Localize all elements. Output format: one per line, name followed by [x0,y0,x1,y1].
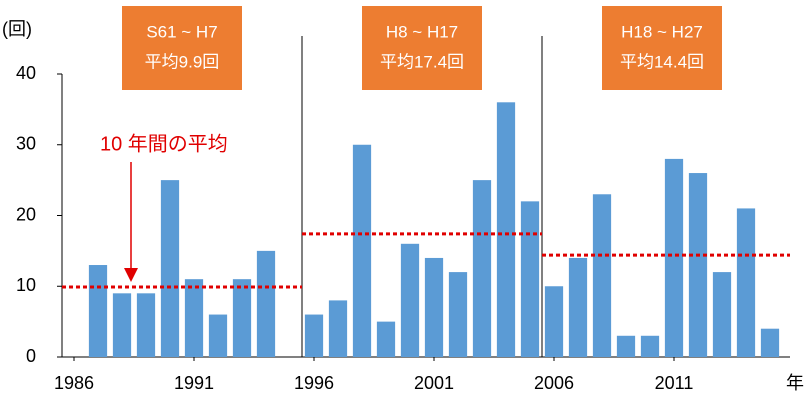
y-axis-label: (回) [2,19,32,39]
bar [400,243,420,357]
period-label: H18 ~ H27 [621,22,703,41]
period-label: H8 ~ H17 [386,22,458,41]
bar [496,102,516,357]
bar [208,314,228,357]
y-tick-label: 20 [16,204,36,224]
bar [88,265,108,357]
bar [712,272,732,357]
y-tick-label: 30 [16,134,36,154]
period-box [602,6,722,90]
bar [112,293,132,357]
bar [448,272,468,357]
bar [520,201,540,357]
bar [136,293,156,357]
bar [664,158,684,357]
period-box [122,6,242,90]
bar [472,180,492,357]
period-average-label: 平均14.4回 [620,52,704,71]
x-tick-label: 2001 [414,373,454,393]
bar [232,279,252,357]
bar [304,314,324,357]
bar [376,321,396,357]
bar [568,257,588,357]
bar [256,250,276,357]
bar [736,208,756,357]
x-axis-label: 年 [786,373,804,393]
annotation-arrowhead [124,268,138,282]
x-tick-label: 1991 [174,373,214,393]
bar [328,300,348,357]
x-tick-label: 2011 [655,373,694,393]
bar [424,257,444,357]
period-average-label: 平均9.9回 [145,52,220,71]
bar [640,335,660,357]
x-tick-label: 1996 [294,373,334,393]
annotation: 10 年間の平均 [100,132,228,155]
y-tick-label: 40 [16,63,36,83]
x-tick-label: 2006 [534,373,574,393]
bar [544,286,564,357]
bar [160,180,180,357]
bar [184,279,204,357]
period-label: S61 ~ H7 [146,22,217,41]
bar [760,328,780,357]
x-tick-label: 1986 [54,373,94,393]
y-tick-label: 10 [16,275,36,295]
bar [688,173,708,357]
bar [352,144,372,357]
period-box [362,6,482,90]
y-tick-label: 0 [26,346,36,366]
bar [616,335,636,357]
bar [592,194,612,357]
period-average-label: 平均17.4回 [380,52,464,71]
